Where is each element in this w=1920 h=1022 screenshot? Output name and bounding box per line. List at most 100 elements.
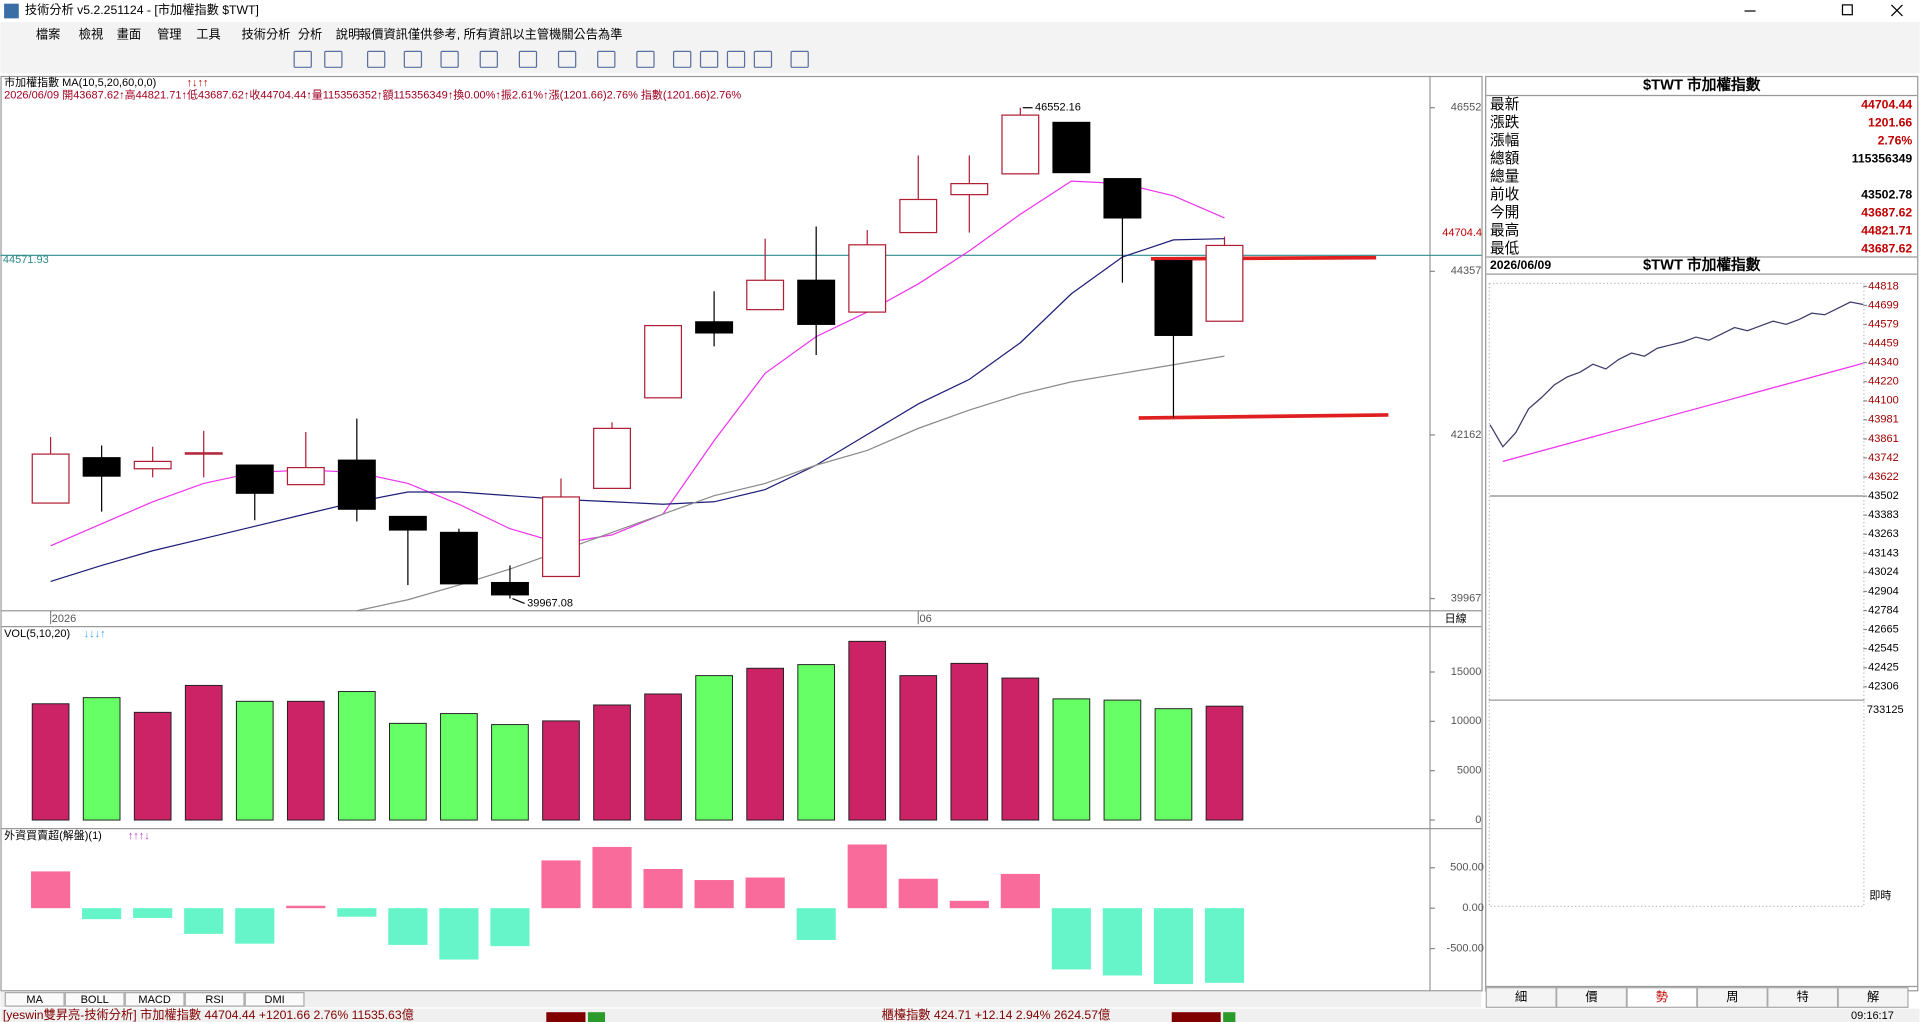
net-buy-bar (1153, 908, 1194, 985)
candle-body (695, 321, 734, 334)
candle-body (184, 452, 223, 455)
tool-button[interactable] (557, 50, 577, 68)
menu-item[interactable]: 工具 (196, 28, 220, 42)
y-tick-label: 42904 (1868, 585, 1899, 597)
quote-label: 最新 (1490, 96, 1520, 113)
x-unit: 日線 (1445, 611, 1467, 625)
indicator-tab[interactable] (184, 992, 245, 1007)
volume-bar (286, 700, 325, 821)
tool-button[interactable] (366, 50, 386, 68)
tool-button[interactable] (636, 50, 655, 68)
tool-button[interactable] (790, 50, 809, 68)
net-buy-bar (643, 868, 683, 909)
net-buy-bar (847, 844, 887, 909)
indicator-tab[interactable] (124, 992, 185, 1007)
y-tick-label: 44340 (1868, 356, 1899, 368)
volume-bar (797, 664, 836, 821)
panel-tab[interactable] (1837, 987, 1909, 1008)
tool-button[interactable] (726, 50, 746, 68)
drawn-line[interactable] (1138, 413, 1389, 420)
tool-button[interactable] (403, 50, 423, 68)
net-buy-bar (184, 908, 224, 934)
volume-bar (950, 662, 989, 821)
quote-value: 115356349 (1852, 151, 1913, 165)
tool-button[interactable] (479, 50, 498, 68)
y-tick-label: 39967 (1451, 592, 1482, 604)
tool-button[interactable] (699, 50, 719, 68)
quote-value: 1201.66 (1868, 115, 1912, 129)
chart-subtitle: 2026/06/09 開43687.62↑高44821.71↑低43687.62… (4, 87, 741, 101)
net-buy-bar (31, 871, 71, 909)
menu-item[interactable]: 管理 (157, 27, 181, 42)
y-tick-label: 43143 (1868, 547, 1899, 559)
chart-title: 外資買賣超(解盤)(1) (4, 828, 102, 842)
tool-button[interactable] (518, 50, 538, 68)
candle-body (286, 466, 325, 486)
quote-label: 總額 (1490, 150, 1520, 167)
y-tick-label: -500.00 (1447, 942, 1484, 954)
indicator-tab-label: BOLL (81, 994, 109, 1006)
candle-body (235, 464, 274, 494)
indicator-tab-bar (0, 991, 1482, 1008)
candle-body (439, 531, 478, 585)
drawn-line[interactable] (1150, 255, 1377, 261)
app-icon (4, 3, 19, 19)
annotation-leader (512, 597, 525, 604)
indicator-tab-label: RSI (205, 994, 223, 1006)
quote-label: 總量 (1490, 168, 1520, 185)
net-buy-bar (235, 908, 275, 944)
quote-value: 43502.78 (1861, 187, 1912, 201)
chart-title: VOL(5,10,20) (4, 628, 70, 640)
maximize-button[interactable] (1841, 4, 1853, 16)
volume-bar (1103, 699, 1142, 821)
net-buy-bar (1051, 908, 1091, 970)
menu-item[interactable]: 畫面 (117, 27, 141, 42)
candle-body (133, 460, 172, 470)
volume-bar (31, 703, 70, 821)
title-arrows: ↓↓↓↑ (84, 628, 106, 640)
volume-bar (184, 684, 223, 821)
close-button[interactable] (1890, 4, 1903, 17)
y-tick-label: 5000 (1457, 765, 1481, 777)
volume-bar (695, 675, 733, 821)
net-buy-bar (1000, 873, 1040, 909)
x-unit: 即時 (1869, 889, 1891, 902)
candle-body (1103, 178, 1142, 219)
panel-tab-label: 細 (1515, 990, 1527, 1004)
volume-bar (593, 704, 631, 821)
y-tick-label: 0.00 (1462, 902, 1483, 914)
tool-button[interactable] (597, 50, 616, 68)
ma-line (50, 238, 1225, 582)
indicator-tab[interactable] (4, 992, 65, 1007)
panel-tab-label: 價 (1585, 990, 1597, 1004)
quote-label: 漲幅 (1490, 132, 1519, 149)
indicator-tab[interactable] (244, 992, 305, 1007)
intraday-date: 2026/06/09 (1490, 258, 1551, 272)
y-tick-label: 42425 (1868, 662, 1899, 674)
tool-button[interactable] (324, 50, 343, 68)
status-gauge (587, 1012, 606, 1022)
volume-bar (1001, 677, 1040, 821)
menu-item[interactable]: 檢視 (79, 27, 103, 42)
panel-tab-label: 解 (1867, 990, 1879, 1004)
y-tick-label: 43024 (1868, 566, 1899, 578)
tool-button[interactable] (440, 50, 459, 68)
menu-item[interactable]: 技術分析 (242, 28, 291, 42)
menu-item[interactable]: 分析 (298, 28, 322, 42)
quote-value: 2.76% (1878, 133, 1913, 147)
indicator-tab[interactable] (64, 992, 125, 1007)
x-tick-label: 06 (919, 613, 931, 625)
reference-label: 44571.93 (3, 254, 49, 266)
candle-body (82, 457, 121, 477)
quote-value: 44704.44 (1861, 97, 1912, 111)
net-buy-bar (898, 878, 938, 909)
tool-button[interactable] (293, 50, 312, 68)
volume-bar (848, 640, 887, 821)
candle-body (1205, 244, 1244, 322)
y-tick-label: 43742 (1868, 452, 1899, 464)
menu-item[interactable]: 報價資訊僅供參考, 所有資訊以主管機關公告為準 (359, 27, 622, 42)
menu-item[interactable]: 檔案 (36, 28, 60, 42)
tool-button[interactable] (753, 50, 773, 68)
menu-item[interactable]: 說明 (336, 28, 360, 42)
tool-button[interactable] (672, 50, 692, 68)
